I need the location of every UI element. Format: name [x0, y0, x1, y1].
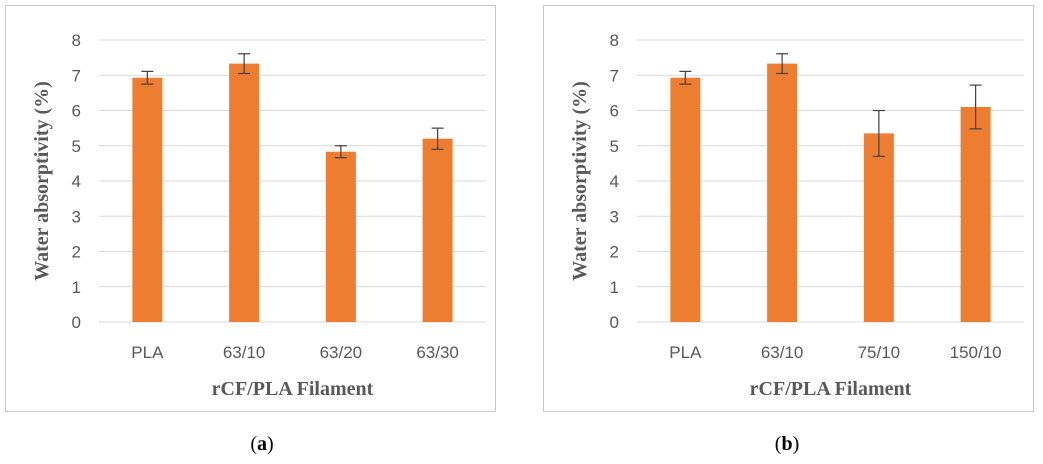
y-tick-label: 8: [610, 31, 619, 50]
x-tick-label: PLA: [669, 343, 702, 362]
bar-chart-b: 0 1 2 3 4 5 6 7 8 PLA 63/10 75/10 150/10 rCF/PLA Fila…: [569, 31, 1024, 400]
bar: [325, 151, 356, 322]
y-tick-label: 4: [72, 172, 81, 191]
caption-b-open: (: [774, 433, 782, 455]
caption-a-close: ): [267, 433, 274, 455]
bar: [229, 63, 260, 323]
bar: [767, 63, 798, 323]
y-tick-label: 1: [72, 278, 81, 297]
y-tick-label: 7: [72, 66, 81, 85]
x-axis-title: rCF/PLA Filament: [750, 378, 912, 400]
x-tick-label: 63/10: [761, 343, 804, 362]
y-axis-title: Water absorptivity (%): [569, 81, 591, 281]
x-tick-label: 63/20: [320, 343, 363, 362]
y-tick-label: 7: [610, 66, 619, 85]
chart-panel-a: 0 1 2 3 4 5 6 7 8 PLA 63/10 63/20 63/30 rCF/PLA Filam…: [5, 5, 496, 412]
y-tick-label: 3: [72, 207, 81, 226]
caption-a-letter: a: [257, 433, 267, 455]
y-tick-label: 1: [610, 278, 619, 297]
y-tick-label: 5: [72, 137, 81, 156]
y-tick-label: 6: [610, 102, 619, 121]
y-tick-label: 4: [610, 172, 619, 191]
bar-chart-a: 0 1 2 3 4 5 6 7 8 PLA 63/10 63/20 63/30 rCF/PLA Filam…: [31, 31, 486, 400]
x-axis-title: rCF/PLA Filament: [212, 378, 374, 400]
caption-a: (a): [232, 433, 292, 456]
y-tick-label: 2: [72, 243, 81, 262]
x-tick-label: 75/10: [858, 343, 901, 362]
bar: [960, 106, 991, 322]
y-tick-label: 0: [610, 313, 619, 332]
chart-panel-b: 0 1 2 3 4 5 6 7 8 PLA 63/10 75/10 150/10 rCF/PLA Fila…: [543, 5, 1034, 412]
y-tick-label: 6: [72, 102, 81, 121]
y-tick-label: 2: [610, 243, 619, 262]
y-tick-label: 0: [72, 313, 81, 332]
bar: [863, 133, 894, 322]
caption-a-open: (: [250, 433, 257, 455]
y-tick-label: 5: [610, 137, 619, 156]
x-tick-label: 63/30: [416, 343, 459, 362]
y-tick-label: 8: [72, 31, 81, 50]
x-tick-label: 150/10: [950, 343, 1002, 362]
bar: [670, 77, 701, 322]
x-tick-label: 63/10: [223, 343, 266, 362]
y-tick-label: 3: [610, 207, 619, 226]
y-axis-title: Water absorptivity (%): [31, 81, 53, 281]
x-tick-label: PLA: [131, 343, 164, 362]
caption-b-close: ): [792, 433, 800, 455]
caption-b-letter: b: [781, 433, 793, 455]
bar: [132, 77, 163, 322]
bar: [422, 138, 453, 322]
caption-b: (b): [757, 433, 817, 456]
